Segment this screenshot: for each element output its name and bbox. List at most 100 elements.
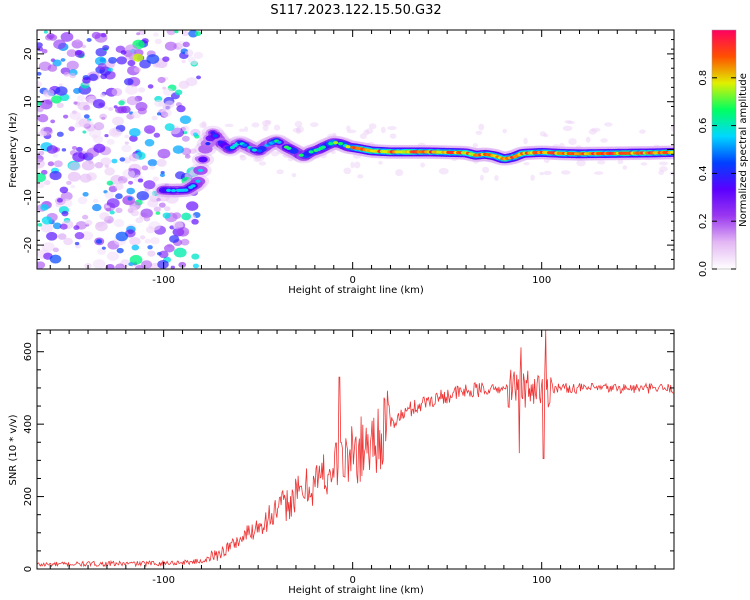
- noise-blob: [543, 157, 550, 164]
- noise-blob: [193, 51, 204, 59]
- noise-blob: [56, 102, 64, 108]
- noise-blob: [68, 161, 81, 172]
- noise-blob: [184, 51, 190, 55]
- noise-blob: [104, 167, 115, 176]
- noise-blob: [79, 173, 92, 183]
- noise-blob: [58, 83, 63, 87]
- noise-blob: [37, 71, 42, 76]
- noise-blob: [158, 202, 166, 208]
- noise-blob: [95, 221, 108, 232]
- noise-blob: [253, 156, 262, 163]
- noise-blob: [564, 120, 572, 124]
- y-tick-label: -20: [23, 237, 34, 253]
- noise-blob: [357, 174, 364, 179]
- noise-blob: [176, 105, 186, 113]
- noise-blob: [153, 32, 159, 37]
- ridge-cell: [286, 146, 292, 150]
- noise-blob: [71, 145, 78, 150]
- noise-blob: [368, 123, 377, 130]
- noise-blob: [574, 146, 582, 150]
- noise-blob: [78, 118, 91, 128]
- noise-blob: [166, 30, 176, 36]
- snr-xlabel: Height of straight line (km): [288, 585, 424, 596]
- noise-blob: [123, 78, 134, 86]
- noise-blob: [481, 166, 490, 174]
- noise-blob: [86, 38, 92, 42]
- noise-blob: [88, 73, 99, 81]
- ridge-cell: [345, 145, 351, 149]
- noise-blob: [287, 156, 294, 162]
- noise-blob: [111, 87, 123, 97]
- noise-blob: [147, 159, 158, 167]
- noise-blob: [75, 38, 80, 43]
- y-tick-label: 400: [23, 415, 34, 434]
- noise-blob: [137, 178, 144, 183]
- noise-blob: [194, 31, 202, 37]
- noise-blob: [46, 231, 58, 241]
- ridge-cell: [212, 134, 218, 138]
- noise-blob: [159, 173, 165, 178]
- noise-blob: [131, 244, 140, 251]
- ridge-cell: [205, 142, 211, 146]
- noise-blob: [350, 161, 355, 169]
- noise-blob: [135, 217, 144, 224]
- noise-blob: [124, 134, 130, 139]
- snr-line: [37, 330, 674, 568]
- ridge-cell: [210, 131, 216, 135]
- noise-blob: [104, 134, 109, 138]
- noise-blob: [125, 84, 138, 95]
- noise-blob: [273, 124, 281, 131]
- noise-blob: [174, 89, 183, 96]
- colorbar-tick-label: 0.4: [698, 165, 709, 181]
- noise-blob: [125, 44, 138, 54]
- noise-blob: [346, 125, 351, 132]
- noise-blob: [164, 244, 175, 253]
- noise-blob: [67, 171, 81, 182]
- noise-blob: [128, 153, 140, 162]
- noise-blob: [552, 144, 560, 148]
- noise-blob: [179, 115, 192, 124]
- noise-blob: [134, 265, 145, 269]
- noise-blob: [332, 132, 337, 138]
- spectrogram-xlabel: Height of straight line (km): [288, 285, 424, 296]
- colorbar-tick-label: 0.2: [698, 213, 709, 229]
- noise-blob: [139, 235, 146, 240]
- noise-blob: [46, 145, 58, 154]
- noise-blob: [104, 191, 114, 199]
- colorbar-tick-label: 0.0: [698, 261, 709, 277]
- noise-blob: [189, 148, 197, 154]
- noise-blob: [132, 53, 144, 62]
- noise-blob: [126, 96, 139, 106]
- ridge-cell: [242, 143, 248, 147]
- noise-blob: [639, 129, 646, 134]
- noise-blob: [116, 56, 128, 65]
- noise-blob: [190, 60, 198, 66]
- x-tick-label: 100: [532, 275, 551, 286]
- noise-blob: [47, 64, 58, 72]
- noise-blob: [184, 154, 191, 159]
- x-tick-label: -100: [152, 575, 175, 586]
- ridge-cell: [276, 140, 282, 144]
- noise-blob: [51, 95, 62, 104]
- noise-blob: [640, 162, 648, 166]
- colorbar-label: Normalized spectral amplitude: [738, 73, 749, 227]
- noise-blob: [144, 125, 156, 134]
- noise-blob: [296, 126, 304, 133]
- noise-blob: [387, 126, 397, 131]
- noise-blob: [72, 151, 86, 162]
- noise-blob: [141, 165, 149, 171]
- noise-blob: [41, 216, 53, 225]
- noise-blob: [61, 210, 69, 217]
- noise-blob: [60, 58, 66, 62]
- noise-blob: [147, 245, 153, 250]
- noise-blob: [115, 193, 123, 200]
- ridge-cell: [252, 148, 258, 152]
- noise-blob: [81, 160, 95, 171]
- noise-blob: [71, 39, 83, 49]
- noise-blob: [84, 219, 93, 226]
- noise-blob: [149, 165, 156, 170]
- noise-blob: [92, 203, 102, 212]
- noise-blob: [154, 99, 164, 108]
- noise-blob: [133, 66, 141, 73]
